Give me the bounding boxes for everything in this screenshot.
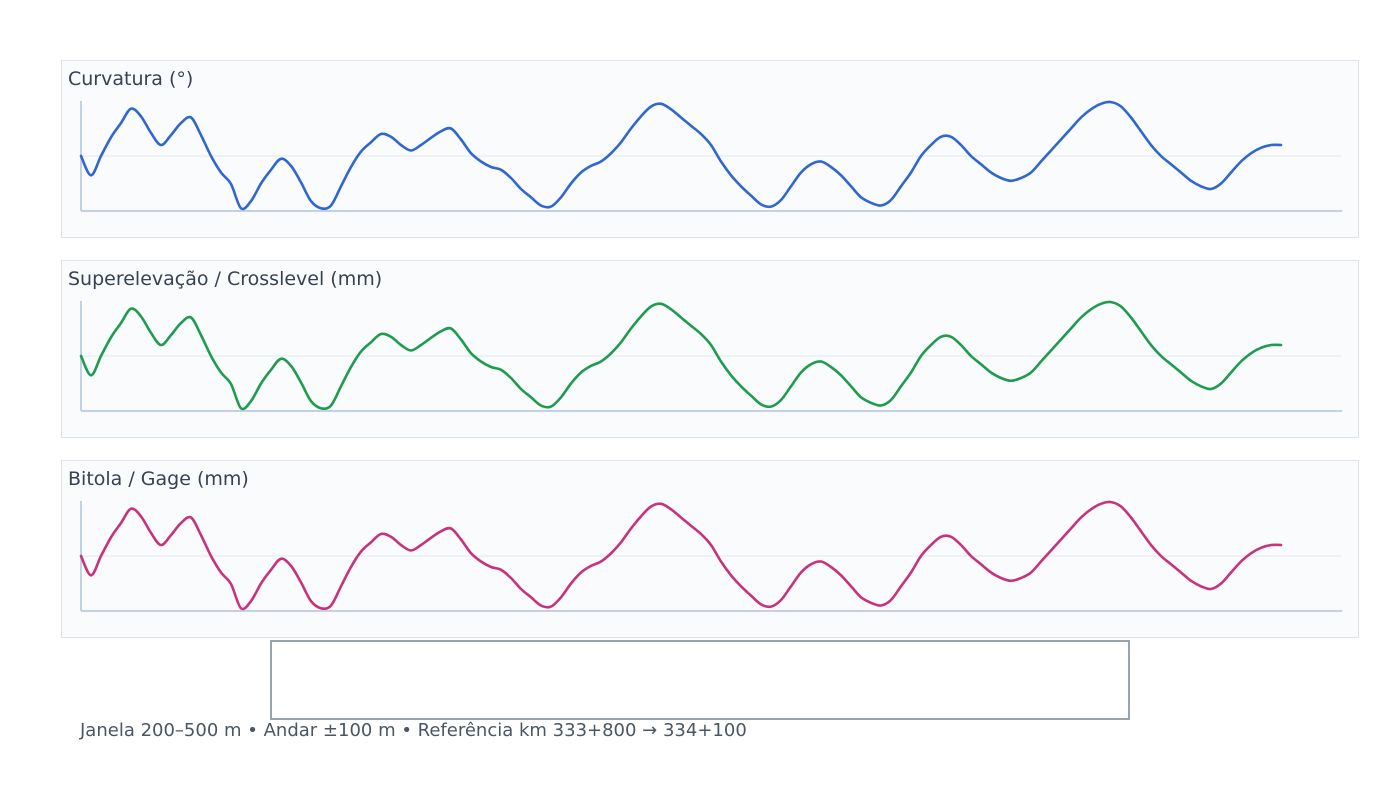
gage-panel: Bitola / Gage (mm) bbox=[61, 460, 1359, 638]
series-line-0 bbox=[79, 500, 1283, 611]
gage-plot bbox=[79, 500, 1342, 612]
curvature-plot bbox=[79, 100, 1342, 212]
curvature-panel: Curvatura (°) bbox=[61, 60, 1359, 238]
panel-title: Superelevação / Crosslevel (mm) bbox=[68, 268, 383, 290]
window-selection-box[interactable] bbox=[270, 640, 1130, 720]
panel-title: Curvatura (°) bbox=[68, 68, 194, 90]
series-line-0 bbox=[79, 300, 1283, 411]
window-caption: Janela 200–500 m • Andar ±100 m • Referê… bbox=[80, 720, 747, 741]
panel-title: Bitola / Gage (mm) bbox=[68, 468, 249, 490]
crosslevel-plot bbox=[79, 300, 1342, 412]
series-line-0 bbox=[79, 100, 1283, 211]
crosslevel-panel: Superelevação / Crosslevel (mm) bbox=[61, 260, 1359, 438]
